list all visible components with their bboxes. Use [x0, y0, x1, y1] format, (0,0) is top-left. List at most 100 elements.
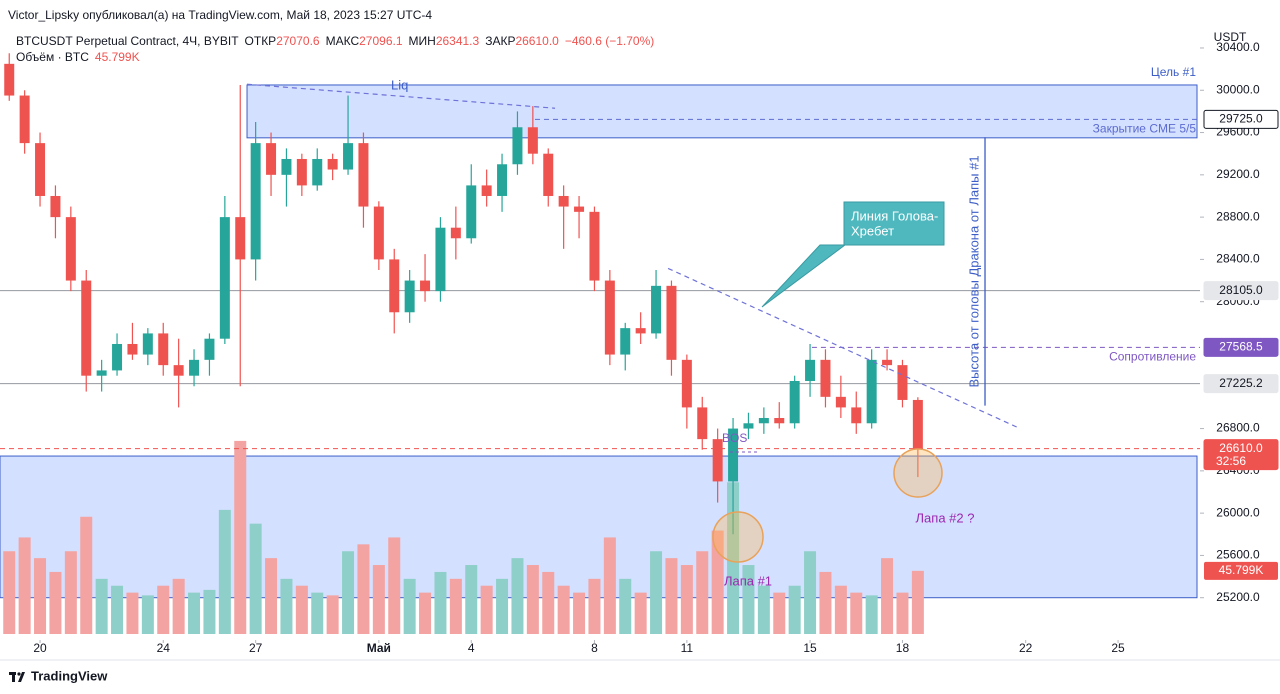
price-tag [1203, 281, 1279, 301]
trendline-label: Liq [391, 78, 408, 93]
candle-body [882, 359, 893, 366]
candle-body [697, 407, 708, 440]
paw1-label: Лапа #1 [724, 573, 772, 588]
low: 26341.3 [436, 34, 480, 48]
x-tick-label: 15 [803, 641, 817, 655]
plot-area [0, 53, 1200, 634]
low-name: МИН [409, 34, 436, 48]
candle-body [312, 158, 323, 186]
candle-body [774, 417, 785, 424]
candle-body [712, 439, 723, 482]
symbol: BTCUSDT Perpetual Contract, 4Ч, BYBIT [16, 34, 239, 48]
volume-bar [634, 592, 647, 634]
x-tick-label: 11 [681, 641, 694, 655]
volume-bar [573, 592, 586, 634]
countdown: 32:56 [1216, 454, 1246, 468]
candle-body [373, 206, 384, 260]
candle-body [789, 380, 800, 424]
candle-body [805, 359, 816, 381]
candle-body [96, 370, 107, 376]
candle-body [389, 259, 400, 313]
volume-bar [603, 537, 616, 634]
volume-bar [311, 592, 324, 634]
volume-bar [911, 570, 924, 634]
volume-bar [403, 578, 416, 634]
volume-bar [757, 585, 770, 634]
candle-body [250, 143, 261, 260]
volume-bar [95, 578, 108, 634]
candle-body [604, 280, 615, 355]
y-tick-label: 29200.0 [1216, 167, 1260, 181]
candle-body [574, 206, 585, 212]
candle-body [35, 143, 46, 196]
legend: BTCUSDT Perpetual Contract, 4Ч, BYBIT ОТК… [16, 34, 654, 48]
x-tick-label: Май [367, 641, 391, 655]
volume-bar [711, 530, 724, 634]
open-name: ОТКР [245, 34, 277, 48]
price-tag-label: 28105.0 [1219, 283, 1263, 297]
volume-bar [557, 585, 570, 634]
trendline [667, 267, 1021, 430]
candle-body [435, 227, 446, 292]
callout-text: Линия Голова- [851, 208, 938, 223]
candle-body [743, 423, 754, 429]
x-tick-label: 25 [1111, 641, 1125, 655]
y-tick-label: 26800.0 [1216, 421, 1260, 435]
candle-body [897, 365, 908, 400]
candle-body [358, 143, 369, 207]
volume-bar [896, 592, 909, 634]
candle-body [50, 195, 61, 218]
price-tag-label: 27568.5 [1219, 339, 1263, 353]
volume-bar [265, 558, 278, 634]
volume-bar [465, 565, 478, 634]
level-text: Закрытие CME 5/5 [1093, 122, 1197, 136]
candle-body [219, 217, 230, 339]
zone-label: Цель #1 [1151, 65, 1196, 79]
candle-body [728, 428, 739, 482]
volume-bar [526, 565, 539, 634]
candle-body [466, 185, 477, 239]
volume-bar [388, 537, 401, 634]
volume-bar [295, 585, 308, 634]
logo [9, 672, 25, 682]
volume-bar [773, 592, 786, 634]
volume-bar [542, 571, 555, 634]
volume-bar [34, 558, 47, 634]
y-tick-label: 25600.0 [1216, 548, 1260, 562]
volume-name: Объём · BTC [16, 50, 89, 64]
volume-bar [126, 592, 139, 634]
candle-body [681, 359, 692, 408]
candle-body [112, 343, 123, 371]
volume-tag-label: 45.799K [1219, 563, 1264, 577]
candle-body [666, 285, 677, 360]
close: 26610.0 [515, 34, 559, 48]
candle-body [173, 365, 184, 376]
volume-bar [188, 592, 201, 634]
candle-body [65, 217, 76, 281]
candle-body [620, 328, 631, 355]
y-axis-label: USDT [1214, 30, 1247, 44]
paw2-label: Лапа #2 ? [916, 510, 975, 525]
price-tag-label: 27225.2 [1219, 376, 1263, 390]
volume-bar [680, 565, 693, 634]
volume-bar [111, 585, 124, 634]
callout-text: Хребет [851, 223, 894, 238]
volume-bar [18, 537, 31, 634]
candle-body [281, 158, 292, 175]
candle-body [235, 217, 246, 260]
x-tick-label: 4 [468, 641, 475, 655]
volume-bar [850, 592, 863, 634]
volume-bar [619, 578, 632, 634]
candle-body [19, 95, 30, 144]
x-tick-label: 27 [249, 641, 263, 655]
volume-bar [511, 558, 524, 634]
candle-body [851, 407, 862, 424]
volume-bar [141, 595, 154, 634]
high-name: МАКС [326, 34, 360, 48]
y-tick-label: 30000.0 [1216, 82, 1260, 96]
volume-bar [372, 565, 385, 634]
brand: TradingView [31, 668, 108, 683]
y-tick-label: 25200.0 [1216, 590, 1260, 604]
volume-bar [881, 558, 894, 634]
volume-bar [449, 578, 462, 634]
